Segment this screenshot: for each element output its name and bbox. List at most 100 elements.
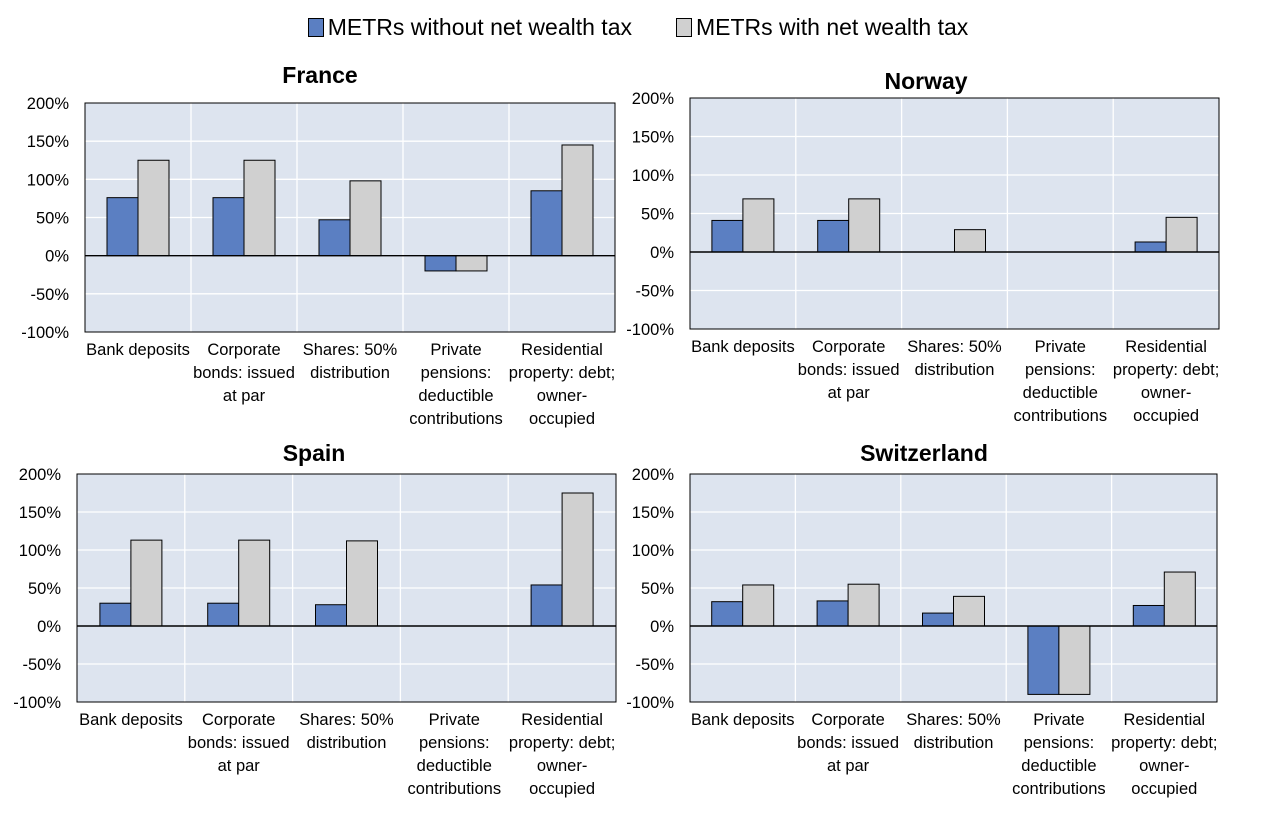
chart-title: Norway	[884, 68, 967, 94]
y-tick-label: 50%	[641, 206, 674, 224]
y-tick-label: 0%	[37, 618, 61, 636]
x-category-label: Bank deposits	[79, 711, 183, 729]
bar-without-tax	[212, 197, 245, 257]
x-category-label: Residential property: debt; owner-occupied	[1113, 338, 1219, 425]
bar-without-tax	[424, 255, 457, 272]
y-tick-label: 100%	[632, 542, 675, 560]
bar-without-tax	[1132, 604, 1165, 627]
bar-with-tax	[742, 198, 775, 253]
x-category-label: Corporate bonds: issued at par	[193, 341, 295, 405]
bar-without-tax	[816, 600, 849, 627]
y-tick-label: 200%	[632, 90, 675, 108]
y-tick-label: 150%	[632, 504, 675, 522]
y-tick-label: 0%	[650, 618, 674, 636]
bar-with-tax	[1163, 571, 1196, 627]
chart-legend: METRs without net wealth tax METRs with …	[0, 10, 1276, 44]
y-tick-label: -100%	[626, 694, 674, 712]
y-tick-label: 0%	[650, 244, 674, 262]
bar-without-tax	[817, 219, 850, 253]
legend-item-with-tax: METRs with net wealth tax	[675, 13, 969, 41]
bar-with-tax	[137, 159, 170, 257]
bar-without-tax	[1027, 625, 1060, 695]
x-category-label: Corporate bonds: issued at par	[798, 338, 900, 402]
bar-without-tax	[1134, 241, 1167, 253]
y-tick-label: 150%	[27, 133, 70, 151]
x-category-label: Residential property: debt; owner-occupied	[1111, 711, 1217, 798]
x-category-label: Bank deposits	[86, 341, 190, 359]
bar-with-tax	[742, 584, 775, 627]
bar-with-tax	[130, 539, 163, 627]
chart-panel-switzerland: Switzerland -100% -50% 0% 50% 100% 150% 200% Ban…	[626, 440, 1217, 798]
y-tick-label: -50%	[30, 286, 69, 304]
chart-panel-france: France -100% -50% 0% 50% 100% 150% 200% Bank dep…	[21, 62, 616, 428]
x-category-label: Bank deposits	[691, 711, 795, 729]
x-category-label: Residential property: debt; owner-occupied	[509, 711, 615, 798]
bar-without-tax	[711, 219, 744, 253]
bar-without-tax	[530, 584, 563, 627]
x-category-label: Corporate bonds: issued at par	[797, 711, 899, 775]
chart-title: Switzerland	[860, 440, 988, 466]
y-tick-label: 150%	[632, 129, 675, 147]
plot-frame	[689, 97, 1220, 330]
bar-with-tax	[954, 229, 986, 253]
x-category-label: Corporate bonds: issued at par	[188, 711, 290, 775]
y-tick-label: 0%	[45, 248, 69, 266]
chart-title: France	[282, 62, 357, 88]
y-tick-label: 100%	[27, 171, 70, 189]
y-tick-label: -100%	[626, 321, 674, 339]
legend-label-without-tax: METRs without net wealth tax	[327, 13, 632, 40]
legend-swatch-without-tax	[307, 17, 324, 37]
x-category-label: Shares: 50% distribution	[303, 341, 398, 382]
y-tick-label: 200%	[632, 466, 675, 484]
bar-without-tax	[318, 219, 351, 257]
bar-without-tax	[922, 612, 954, 627]
x-category-label: Private pensions: deductible contributions	[408, 711, 502, 798]
bar-without-tax	[530, 190, 563, 257]
x-category-label: Residential property: debt; owner-occupied	[509, 341, 615, 428]
bar-with-tax	[455, 255, 488, 272]
bar-with-tax	[238, 539, 271, 627]
y-tick-label: 100%	[632, 167, 675, 185]
bar-without-tax	[315, 604, 347, 627]
legend-label-with-tax: METRs with net wealth tax	[695, 13, 969, 40]
y-tick-label: 200%	[27, 95, 70, 113]
bar-with-tax	[1165, 216, 1198, 253]
bar-with-tax	[1058, 625, 1091, 695]
y-tick-label: -100%	[13, 694, 61, 712]
chart-title: Spain	[283, 440, 346, 466]
bar-without-tax	[106, 197, 139, 257]
y-tick-label: 100%	[19, 542, 62, 560]
y-tick-label: 50%	[28, 580, 61, 598]
chart-panel-norway: Norway -100% -50% 0% 50% 100% 150% 200% Bank dep…	[626, 68, 1220, 425]
bar-without-tax	[711, 601, 744, 627]
x-category-label: Shares: 50% distribution	[907, 338, 1002, 379]
y-tick-label: 200%	[19, 466, 62, 484]
bar-with-tax	[953, 595, 985, 627]
bar-with-tax	[346, 540, 378, 627]
plot-frame	[84, 102, 616, 333]
bar-without-tax	[207, 602, 240, 627]
y-tick-label: 50%	[641, 580, 674, 598]
plot-frame	[689, 473, 1218, 703]
bar-with-tax	[848, 198, 881, 253]
legend-swatch-with-tax	[675, 17, 692, 37]
x-category-label: Bank deposits	[691, 338, 795, 356]
bar-with-tax	[243, 159, 276, 257]
y-tick-label: -100%	[21, 324, 69, 342]
y-tick-label: -50%	[635, 283, 674, 301]
bar-with-tax	[349, 180, 382, 257]
x-category-label: Private pensions: deductible contributions	[1014, 338, 1108, 425]
bar-with-tax	[561, 144, 594, 257]
x-category-label: Private pensions: deductible contributions	[409, 341, 503, 428]
y-tick-label: -50%	[22, 656, 61, 674]
legend-item-without-tax: METRs without net wealth tax	[307, 13, 632, 41]
bar-without-tax	[99, 602, 132, 627]
y-tick-label: 50%	[36, 210, 69, 228]
x-category-label: Shares: 50% distribution	[299, 711, 394, 752]
chart-panel-spain: Spain -100% -50% 0% 50% 100% 150% 200% Bank depo…	[13, 440, 617, 798]
bar-with-tax	[561, 492, 594, 627]
x-category-label: Private pensions: deductible contributions	[1012, 711, 1106, 798]
x-category-label: Shares: 50% distribution	[906, 711, 1001, 752]
bar-with-tax	[847, 583, 880, 627]
